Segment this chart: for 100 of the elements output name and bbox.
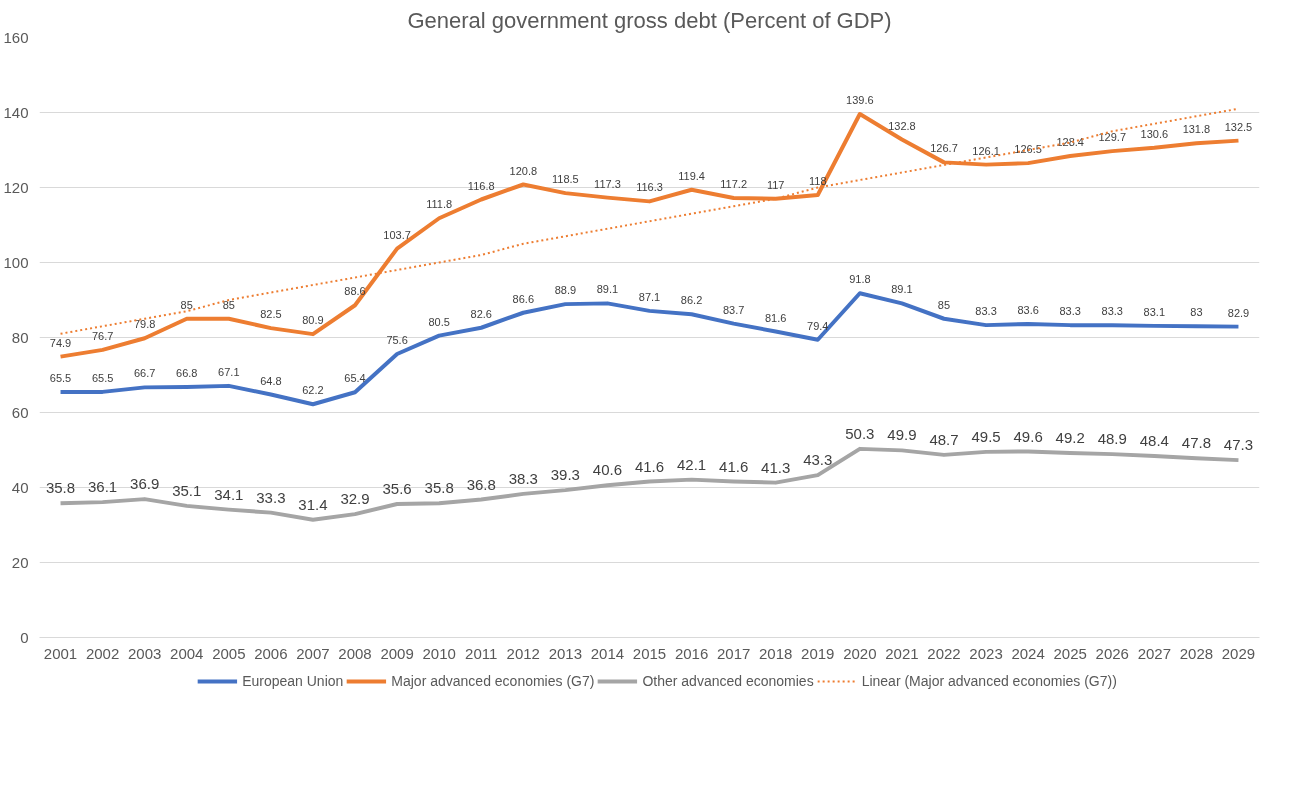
data-label: 65.5 — [91, 371, 114, 384]
data-label: 132.5 — [1224, 120, 1253, 133]
data-label: 83.6 — [1017, 304, 1039, 316]
x-tick-label: 2011 — [465, 644, 498, 662]
data-label: 43.3 — [803, 451, 833, 469]
x-tick-label: 2004 — [170, 644, 204, 662]
data-label: 83.3 — [975, 305, 997, 318]
data-label: 39.3 — [550, 466, 580, 484]
x-tick-label: 2012 — [506, 644, 540, 662]
x-tick-label: 2002 — [85, 644, 120, 662]
x-tick-label: 2020 — [843, 644, 877, 662]
x-tick-label: 2010 — [422, 644, 456, 662]
data-label: 103.7 — [383, 228, 411, 241]
data-label: 91.8 — [849, 273, 871, 286]
data-label: 88.9 — [554, 284, 577, 297]
y-tick-label: 140 — [3, 103, 29, 121]
data-label: 49.9 — [887, 426, 917, 444]
data-label: 67.1 — [218, 365, 240, 378]
data-label: 80.9 — [302, 314, 324, 327]
data-label: 35.1 — [172, 481, 202, 499]
data-label: 82.5 — [260, 308, 282, 321]
data-label: 66.8 — [176, 367, 198, 379]
data-label: 34.1 — [214, 485, 244, 503]
data-label: 41.6 — [719, 457, 749, 475]
data-label: 48.9 — [1097, 430, 1127, 448]
data-label: 49.5 — [971, 427, 1001, 445]
data-label: 132.8 — [888, 119, 916, 132]
data-label: 36.8 — [466, 475, 496, 493]
data-label: 35.8 — [45, 479, 76, 497]
data-label: 36.9 — [130, 475, 160, 493]
y-tick-label: 40 — [11, 478, 29, 496]
data-label: 47.3 — [1223, 436, 1254, 454]
legend-label: European Union — [242, 673, 344, 689]
x-tick-label: 2006 — [254, 644, 288, 662]
x-tick-label: 2017 — [716, 644, 751, 662]
x-tick-label: 2027 — [1137, 644, 1172, 662]
data-label: 41.3 — [761, 458, 791, 476]
data-label: 65.5 — [49, 371, 72, 384]
data-label: 87.1 — [638, 290, 661, 303]
data-label: 85 — [222, 298, 235, 311]
data-label: 31.4 — [298, 495, 328, 513]
data-label: 49.6 — [1013, 427, 1043, 445]
x-tick-label: 2018 — [759, 644, 793, 662]
data-label: 139.6 — [846, 94, 874, 106]
data-label: 129.7 — [1098, 131, 1127, 144]
data-label: 82.6 — [470, 307, 492, 320]
x-tick-label: 2013 — [548, 644, 583, 662]
x-tick-label: 2024 — [1011, 644, 1045, 662]
data-label: 131.8 — [1182, 123, 1211, 136]
data-label: 79.8 — [133, 318, 156, 331]
data-label: 32.9 — [340, 490, 370, 508]
x-tick-label: 2015 — [632, 644, 667, 662]
data-label: 83 — [1190, 306, 1203, 319]
data-label: 75.6 — [386, 334, 408, 346]
legend-label: Linear (Major advanced economies (G7)) — [861, 673, 1117, 689]
data-label: 118.5 — [552, 173, 579, 186]
data-label: 85 — [937, 298, 951, 311]
x-tick-label: 2001 — [43, 644, 78, 662]
data-label: 117 — [766, 178, 785, 191]
data-label: 119.4 — [678, 169, 705, 182]
data-label: 35.8 — [424, 479, 454, 497]
y-tick-label: 120 — [3, 178, 29, 196]
x-tick-label: 2009 — [380, 644, 414, 662]
data-label: 36.1 — [88, 478, 118, 496]
y-tick-label: 80 — [11, 328, 29, 346]
x-tick-label: 2016 — [674, 644, 709, 662]
chart-title: General government gross debt (Percent of GDP) — [407, 7, 892, 33]
data-label: 120.8 — [509, 164, 538, 177]
data-label: 111.8 — [426, 198, 453, 211]
x-tick-label: 2026 — [1095, 644, 1129, 662]
data-label: 83.3 — [1059, 305, 1081, 318]
data-label: 126.5 — [1014, 143, 1042, 156]
data-label: 47.8 — [1181, 434, 1211, 452]
data-label: 86.2 — [680, 294, 703, 307]
data-label: 41.6 — [634, 457, 665, 475]
data-label: 86.6 — [512, 292, 535, 305]
x-tick-label: 2028 — [1179, 644, 1214, 662]
data-label: 130.6 — [1140, 127, 1169, 140]
data-label: 117.3 — [594, 177, 621, 190]
data-label: 49.2 — [1055, 429, 1085, 446]
y-tick-label: 160 — [3, 28, 29, 46]
data-label: 40.6 — [592, 461, 623, 479]
data-label: 62.2 — [302, 384, 324, 397]
data-label: 48.4 — [1139, 432, 1169, 449]
data-label: 126.1 — [972, 144, 1000, 157]
data-label: 83.3 — [1101, 305, 1123, 318]
data-label: 83.7 — [722, 303, 745, 316]
data-label: 89.1 — [596, 283, 619, 296]
data-label: 83.1 — [1143, 305, 1166, 318]
data-label: 38.3 — [508, 469, 538, 487]
data-label: 80.5 — [428, 315, 450, 328]
data-label: 82.9 — [1227, 306, 1250, 319]
data-label: 81.6 — [765, 311, 787, 324]
legend-label: Other advanced economies — [642, 673, 814, 689]
x-tick-label: 2007 — [296, 644, 330, 662]
data-label: 35.6 — [382, 480, 412, 497]
data-label: 79.4 — [807, 319, 829, 332]
y-tick-label: 0 — [20, 628, 29, 646]
x-tick-label: 2022 — [927, 644, 961, 662]
x-tick-label: 2025 — [1053, 644, 1087, 662]
